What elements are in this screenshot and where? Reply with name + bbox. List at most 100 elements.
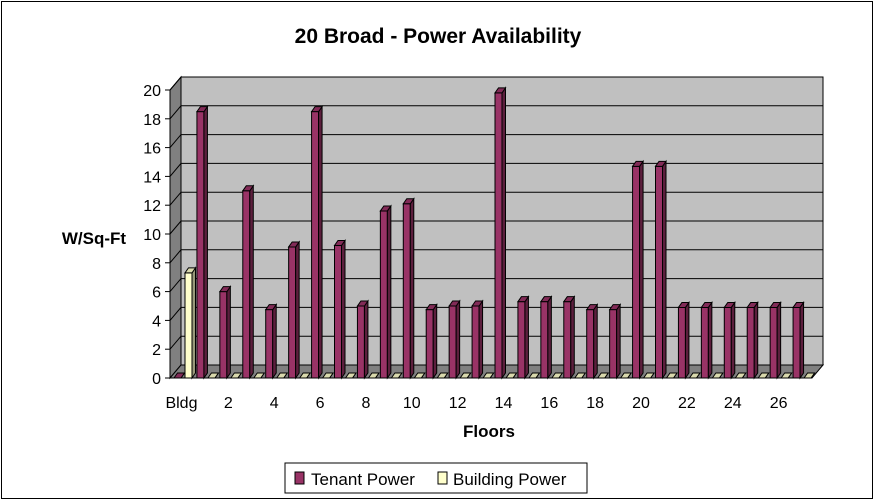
bar-top — [471, 300, 484, 307]
bar-front — [723, 306, 732, 379]
bar-top — [723, 301, 736, 308]
y-tick-label: 16 — [143, 141, 161, 158]
x-tick-label: 14 — [495, 395, 513, 412]
bar-top — [677, 301, 690, 308]
legend-swatch-building-power — [437, 471, 448, 485]
gridline — [169, 105, 823, 120]
legend: Tenant Power Building Power — [284, 462, 588, 494]
y-tick-label: 18 — [143, 112, 161, 129]
legend-label-tenant-power: Tenant Power — [311, 470, 415, 489]
gridline — [169, 278, 823, 292]
x-tick-label: 4 — [270, 395, 279, 412]
bar-tenant-power-4 — [264, 303, 278, 380]
bar-tenant-power-2 — [218, 285, 232, 380]
bar-front — [792, 306, 801, 379]
bar-front — [677, 306, 686, 379]
bar-side — [684, 300, 690, 380]
x-tick-label: 24 — [724, 395, 742, 412]
bar-top — [608, 304, 622, 311]
x-tick-label: 10 — [403, 395, 421, 412]
bar-top — [700, 301, 713, 308]
bar-top — [264, 304, 278, 311]
bar-side — [272, 303, 277, 380]
y-tick-label: 6 — [152, 285, 161, 302]
bar-tenant-power-20 — [631, 159, 645, 380]
bar-top — [792, 301, 805, 308]
bar-top — [184, 267, 197, 274]
bar-tenant-power-25 — [746, 300, 759, 380]
bar-tenant-power-16 — [539, 295, 553, 380]
bar-side — [341, 238, 346, 380]
x-tick-label: 20 — [632, 395, 650, 412]
bar-front — [494, 92, 503, 379]
bar-top — [631, 160, 645, 167]
x-tick-label: 12 — [449, 395, 467, 412]
bar-side — [432, 303, 438, 380]
bar-side — [524, 295, 529, 380]
bar-side — [455, 299, 461, 380]
bar-side — [226, 285, 231, 380]
bar-tenant-power-22 — [677, 300, 690, 380]
bar-tenant-power-15 — [516, 295, 530, 380]
legend-swatch-tenant-power — [294, 471, 305, 485]
bars — [173, 86, 816, 380]
gridline — [169, 162, 823, 177]
bar-front — [356, 305, 365, 379]
bar-top — [769, 301, 782, 308]
bar-top — [562, 296, 576, 303]
bar-tenant-power-19 — [608, 303, 622, 380]
bar-top — [448, 300, 461, 307]
x-tick-label: Bldg — [165, 395, 197, 412]
bar-top — [425, 304, 438, 311]
bar-side — [203, 105, 208, 380]
bar-side — [639, 159, 644, 380]
bar-front — [184, 272, 193, 379]
x-axis-ticks: Bldg 2 4 6 8 10 12 14 16 18 20 22 24 26 — [165, 395, 787, 412]
bar-front — [632, 165, 641, 379]
gridline — [169, 76, 823, 91]
bar-side — [662, 159, 667, 380]
bar-tenant-power-18 — [585, 303, 599, 380]
x-tick-label: 8 — [361, 395, 370, 412]
bar-front — [700, 306, 709, 379]
y-tick-label: 10 — [143, 227, 161, 244]
bar-front — [402, 203, 411, 379]
bar-top — [539, 296, 553, 303]
legend-box — [284, 462, 588, 494]
bar-side — [295, 240, 300, 380]
bar-tenant-power-1 — [195, 105, 209, 380]
bar-side — [191, 266, 196, 380]
y-tick-label: 12 — [143, 198, 161, 215]
gridline — [169, 220, 823, 235]
bar-tenant-power-12 — [448, 299, 461, 380]
bar-tenant-power-21 — [654, 159, 667, 380]
bar-front — [540, 301, 549, 379]
bar-side — [776, 300, 782, 380]
x-tick-label: 6 — [316, 395, 325, 412]
bar-front — [471, 305, 480, 379]
bar-side — [318, 105, 323, 380]
bar-side — [753, 300, 759, 380]
bar-front — [265, 309, 274, 379]
bar-side — [570, 295, 575, 380]
bar-side — [386, 204, 392, 380]
bar-side — [363, 299, 369, 380]
bar-front — [288, 246, 297, 379]
bar-side — [616, 303, 621, 380]
bar-tenant-power-23 — [700, 300, 713, 380]
bar-side — [799, 300, 805, 380]
bar-tenant-power-8 — [356, 299, 369, 380]
y-tick-label: 2 — [152, 342, 161, 359]
bar-top — [310, 106, 324, 113]
gridline — [169, 306, 823, 321]
bar-top — [356, 300, 369, 307]
bar-tenant-power-26 — [769, 300, 782, 380]
bar-tenant-power-27 — [792, 300, 805, 380]
bar-side — [730, 300, 736, 380]
x-tick-label: 16 — [540, 395, 558, 412]
bar-front — [655, 165, 663, 379]
y-tick-label: 0 — [152, 371, 161, 388]
bar-top — [494, 87, 507, 94]
bar-top — [516, 296, 530, 303]
